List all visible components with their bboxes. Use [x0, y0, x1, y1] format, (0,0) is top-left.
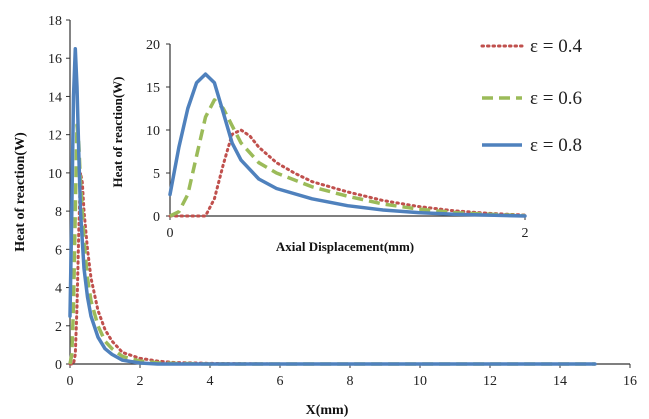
legend-label-eps-0-8: ε = 0.8 [530, 135, 582, 156]
main-y-tick-label: 12 [48, 129, 62, 144]
inset-x-tick-label: 0 [167, 226, 174, 241]
legend-label-eps-0-6: ε = 0.6 [530, 88, 582, 109]
main-x-tick-label: 12 [483, 374, 497, 389]
inset-x-tick-label: 2 [522, 226, 529, 241]
main-x-tick-label: 16 [623, 374, 637, 389]
main-y-tick-label: 16 [48, 52, 62, 67]
main-y-tick-label: 0 [55, 358, 62, 373]
main-x-tick-label: 14 [553, 374, 567, 389]
main-x-tick-label: 2 [137, 374, 144, 389]
inset-y-tick-label: 20 [146, 38, 160, 53]
main-y-axis-label: Heat of reaction(W) [13, 132, 28, 252]
main-x-ticks: 0 2 4 6 8 10 12 14 16 [67, 364, 637, 389]
main-x-tick-label: 10 [413, 374, 427, 389]
main-y-ticks: 0 2 4 6 8 10 12 14 16 18 [48, 14, 70, 373]
inset-y-tick-label: 15 [146, 81, 160, 96]
main-y-tick-label: 2 [55, 320, 62, 335]
main-y-tick-label: 14 [48, 90, 62, 105]
inset-y-tick-label: 0 [153, 210, 160, 225]
main-series-line-04 [68, 171, 597, 366]
legend-label-eps-0-4: ε = 0.4 [530, 36, 582, 57]
inset-y-tick-label: 5 [153, 167, 160, 182]
main-x-tick-label: 0 [67, 374, 74, 389]
main-y-tick-label: 8 [55, 205, 62, 220]
main-x-tick-label: 4 [207, 374, 214, 389]
main-y-tick-label: 4 [55, 282, 62, 297]
main-x-tick-label: 6 [277, 374, 284, 389]
inset-series-line-04 [168, 128, 527, 218]
inset-y-tick-label: 10 [146, 124, 160, 139]
legend: ε = 0.4 ε = 0.6 ε = 0.8 [480, 36, 582, 156]
main-x-tick-label: 8 [347, 374, 354, 389]
main-series [68, 46, 597, 366]
main-y-tick-label: 10 [48, 167, 62, 182]
main-series-line-08 [68, 46, 597, 366]
main-y-tick-label: 18 [48, 14, 62, 29]
main-x-axis-label: X(mm) [306, 403, 349, 418]
inset-series [168, 72, 527, 218]
inset-series-line-08 [168, 72, 527, 218]
inset-x-axis-label: Axial Displacement(mm) [276, 239, 414, 254]
inset-y-ticks: 0 5 10 15 20 [146, 38, 170, 225]
inset-series-line-06 [169, 98, 526, 218]
inset-y-axis-label: Heat of reaction(W) [110, 77, 125, 188]
main-y-tick-label: 6 [55, 243, 62, 258]
